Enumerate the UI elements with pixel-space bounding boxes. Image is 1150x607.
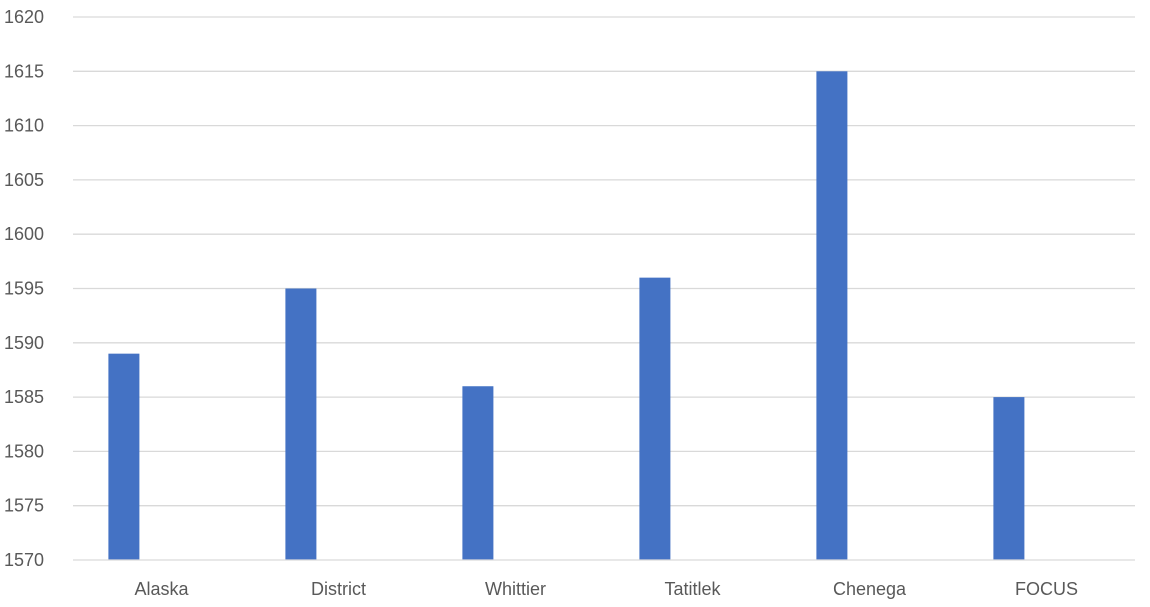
x-tick-label: Chenega xyxy=(833,579,907,599)
x-tick-label: Tatitlek xyxy=(664,579,721,599)
bar-focus xyxy=(993,397,1025,560)
x-axis: Alaska District Whittier Tatitlek Chenega FOC… xyxy=(73,559,1135,599)
y-axis: 1570 1575 1580 1585 1590 1595 1600 1605 1610 1615… xyxy=(4,7,44,570)
y-tick-label: 1595 xyxy=(4,279,44,299)
bar-chenega xyxy=(816,71,848,561)
bar-alaska xyxy=(108,353,140,560)
x-tick-label: District xyxy=(311,579,366,599)
bar-district xyxy=(285,288,317,560)
y-tick-label: 1605 xyxy=(4,170,44,190)
y-tick-label: 1610 xyxy=(4,116,44,136)
bars xyxy=(108,71,1025,561)
x-tick-label: FOCUS xyxy=(1015,579,1078,599)
y-tick-label: 1585 xyxy=(4,387,44,407)
y-tick-label: 1570 xyxy=(4,550,44,570)
y-tick-label: 1615 xyxy=(4,61,44,81)
bar-whittier xyxy=(462,386,494,560)
y-tick-label: 1580 xyxy=(4,441,44,461)
y-tick-label: 1590 xyxy=(4,333,44,353)
x-tick-label: Whittier xyxy=(485,579,546,599)
x-tick-label: Alaska xyxy=(134,579,189,599)
gridlines xyxy=(73,16,1135,507)
y-tick-label: 1620 xyxy=(4,7,44,27)
y-tick-label: 1575 xyxy=(4,496,44,516)
bar-tatitlek xyxy=(639,277,671,560)
y-tick-label: 1600 xyxy=(4,224,44,244)
